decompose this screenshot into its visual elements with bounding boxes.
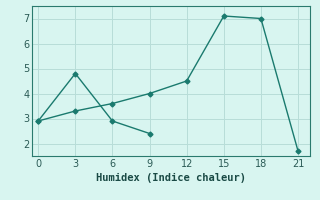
X-axis label: Humidex (Indice chaleur): Humidex (Indice chaleur): [96, 173, 246, 183]
